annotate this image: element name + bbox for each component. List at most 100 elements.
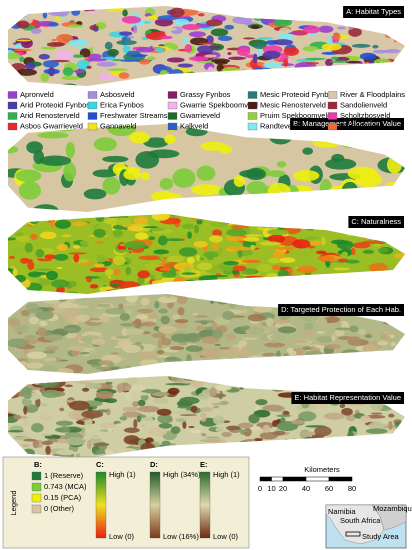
map-patch [124, 328, 145, 336]
map-patch [303, 436, 317, 444]
map-patch [361, 24, 377, 27]
map-patch [19, 56, 25, 62]
map-patch [271, 385, 285, 392]
map-patch [79, 244, 89, 247]
legend-label: Grassy Fynbos [180, 90, 231, 99]
map-patch [187, 231, 192, 239]
map-patch [61, 234, 72, 238]
map-patch [114, 214, 129, 219]
map-patch [324, 450, 334, 455]
map-patch [221, 431, 232, 438]
map-patch [241, 259, 261, 263]
map-patch [260, 288, 273, 291]
map-patch [58, 295, 76, 303]
map-patch [225, 332, 237, 341]
map-patch [8, 48, 16, 52]
map-patch [161, 440, 171, 447]
map-patch [239, 348, 253, 358]
map-patch [238, 443, 251, 448]
map-patch [302, 356, 314, 364]
map-patch [169, 346, 185, 351]
panel-label-box [291, 392, 404, 404]
map-patch [398, 346, 405, 355]
map-patch [387, 285, 405, 292]
legend-label: Gwarrieveld [180, 111, 220, 120]
map-patch [118, 72, 130, 79]
map-patch [55, 356, 61, 363]
map-patch [304, 57, 326, 61]
map-patch [99, 422, 115, 429]
map-patch [306, 216, 322, 219]
map-patch [36, 9, 51, 13]
map-patch [217, 279, 237, 290]
map-patch [333, 73, 354, 78]
inset-label: South Africa [340, 516, 381, 525]
map-patch [360, 415, 372, 423]
map-patch [210, 28, 229, 37]
map-patch [331, 334, 336, 342]
map-patch [375, 285, 392, 294]
map-patch [317, 359, 336, 364]
map-patch [282, 438, 291, 447]
map-patch [8, 289, 29, 294]
map-patch [229, 246, 252, 251]
map-patch [380, 78, 386, 86]
map-patch [264, 453, 273, 458]
map-patch [89, 320, 111, 323]
map-patch [112, 228, 124, 238]
map-patch [41, 389, 61, 398]
map-patch [136, 308, 154, 314]
map-patch [122, 9, 128, 17]
map-patch [165, 356, 178, 361]
map-patch [9, 283, 20, 292]
map-patch [242, 76, 262, 86]
map-patch [265, 294, 276, 304]
map-patch [30, 233, 38, 240]
map-patch [227, 439, 234, 449]
map-patch [290, 6, 301, 11]
map-patch [382, 81, 388, 84]
map-patch [161, 283, 174, 288]
map-patch [120, 322, 137, 327]
map-patch [51, 39, 57, 42]
legend-label: 0.15 (PCA) [44, 493, 82, 502]
map-patch [157, 413, 173, 424]
map-patch [384, 181, 405, 191]
map-patch [348, 286, 355, 294]
map-patch [214, 279, 223, 284]
map-patch [55, 427, 71, 433]
map-patch [114, 335, 131, 339]
map-patch [46, 42, 65, 47]
map-patch [214, 343, 222, 346]
panel-label-box [348, 216, 404, 228]
map-patch [105, 449, 114, 455]
map-patch [239, 217, 261, 222]
map-patch [392, 360, 404, 371]
map-patch [209, 387, 217, 397]
legend-label: River & Floodplains [340, 90, 405, 99]
panel-label-box [343, 6, 404, 18]
legend-swatch [327, 112, 338, 120]
map-patch [71, 8, 81, 16]
inset-label: Mozambique [373, 504, 412, 513]
map-patch [194, 224, 199, 234]
map-patch [58, 297, 67, 302]
map-patch [291, 204, 304, 212]
map-panel: B: Management Allocation Value [8, 118, 405, 212]
map-patch [300, 7, 306, 13]
map-patch [75, 314, 90, 322]
legend-label: Freshwater Streams [100, 111, 168, 120]
legend-label: Arid Proteoid Fynbos [20, 100, 90, 109]
legend-swatch [327, 91, 338, 99]
map-patch [253, 67, 272, 72]
map-patch [196, 45, 214, 54]
map-patch [213, 415, 225, 425]
map-patch [8, 7, 20, 15]
map-patch [233, 175, 246, 187]
map-patch [119, 281, 141, 291]
map-patch [8, 79, 20, 86]
map-patch [277, 279, 300, 287]
map-patch [216, 377, 224, 381]
map-patch [382, 72, 402, 82]
